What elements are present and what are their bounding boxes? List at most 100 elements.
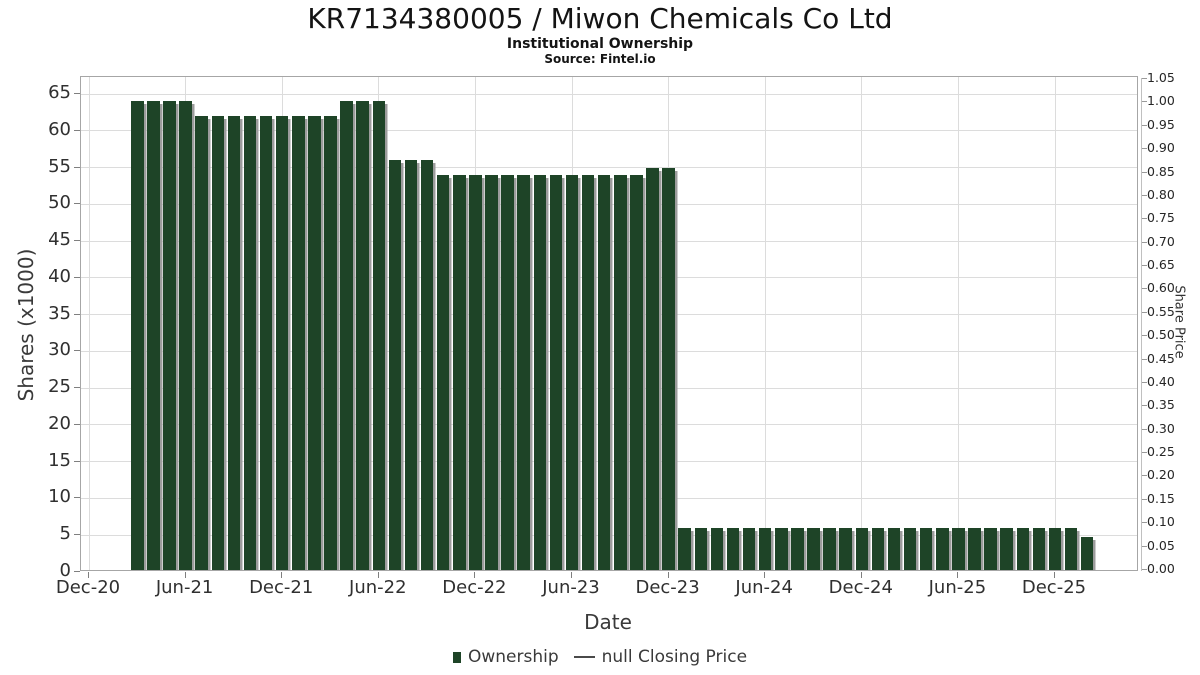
x-axis-tick-label: Jun-21 — [155, 577, 214, 598]
ownership-bar — [533, 174, 547, 570]
ownership-bar — [324, 116, 337, 570]
gridline-horizontal — [81, 167, 1137, 169]
ownership-bar — [839, 527, 852, 570]
legend-ownership-label: Ownership — [467, 647, 559, 667]
ownership-bar — [646, 167, 659, 570]
left-axis-tick-label: 20 — [48, 412, 71, 434]
left-axis-tick-label: 35 — [48, 302, 71, 324]
x-axis-tick-label: Dec-20 — [55, 577, 121, 598]
ownership-bar — [678, 527, 691, 570]
left-axis-tick-label: 10 — [48, 486, 71, 508]
ownership-bar — [710, 527, 724, 570]
ownership-bar — [614, 174, 627, 570]
ownership-bar — [517, 174, 530, 570]
right-axis-tick-label: 0.50 — [1147, 327, 1175, 343]
ownership-bar — [903, 527, 917, 570]
ownership-legend-marker-icon — [452, 651, 461, 663]
right-axis-tick — [1142, 452, 1147, 454]
right-axis-tick — [1142, 405, 1147, 407]
right-axis-tick-label: 0.30 — [1147, 420, 1175, 436]
ownership-bar — [919, 527, 933, 570]
left-axis-tick — [74, 240, 80, 242]
ownership-bar — [469, 174, 482, 570]
ownership-bar — [758, 527, 772, 570]
ownership-bar — [453, 174, 466, 570]
ownership-bar — [388, 160, 402, 570]
ownership-bar — [340, 101, 353, 570]
x-axis-tick-label: Dec-21 — [249, 577, 314, 598]
right-axis-tick-label: 1.05 — [1147, 70, 1175, 85]
right-axis-tick-label: 0.00 — [1147, 561, 1175, 576]
x-axis-tick — [860, 572, 862, 578]
x-axis-tick-label: Dec-22 — [442, 577, 507, 598]
ownership-bar — [952, 527, 965, 570]
x-axis-tick-label: Jun-24 — [735, 577, 793, 598]
ownership-bar — [662, 167, 675, 570]
ownership-bar — [501, 174, 514, 570]
left-axis-tick — [74, 350, 80, 352]
ownership-bar — [1064, 527, 1078, 570]
ownership-bar — [420, 160, 434, 570]
x-axis-tick — [571, 572, 572, 578]
right-axis-tick-label: 0.25 — [1147, 444, 1175, 460]
ownership-bar — [887, 527, 901, 570]
right-axis-tick — [1142, 78, 1147, 79]
ownership-bar — [131, 101, 144, 570]
left-axis-tick-label: 5 — [59, 523, 71, 545]
right-axis-tick-label: 0.15 — [1147, 490, 1175, 506]
right-axis-tick-label: 0.95 — [1147, 116, 1175, 132]
ownership-bar — [1048, 527, 1062, 570]
left-axis-tick — [74, 571, 80, 572]
x-axis-tick — [184, 572, 186, 578]
chart-subtitle: Institutional Ownership — [506, 36, 694, 52]
right-axis-tick — [1142, 171, 1147, 173]
right-axis-tick — [1142, 358, 1147, 360]
ownership-bar — [1016, 527, 1030, 570]
right-axis-tick — [1142, 522, 1147, 524]
x-axis-tick-label: Jun-23 — [542, 577, 600, 598]
ownership-bar — [1080, 536, 1094, 570]
left-axis-tick-label: 25 — [48, 376, 71, 398]
ownership-bar — [694, 527, 708, 570]
gridline-vertical — [764, 77, 766, 570]
ownership-bar — [292, 116, 305, 570]
right-axis-tick — [1142, 148, 1147, 150]
left-axis-tick-label: 0 — [59, 560, 71, 581]
x-axis-tick-label: Dec-23 — [635, 577, 700, 598]
x-axis-tick — [88, 572, 89, 578]
ownership-bar — [179, 101, 192, 570]
right-axis-tick — [1142, 265, 1147, 267]
ownership-bar — [630, 174, 643, 570]
ownership-bar — [855, 527, 869, 570]
left-axis-tick — [74, 276, 80, 278]
right-axis-tick-label: 1.00 — [1147, 93, 1175, 109]
right-axis-tick — [1142, 101, 1147, 103]
left-axis-tick — [74, 129, 80, 131]
right-axis-tick-label: 0.55 — [1147, 303, 1175, 319]
ownership-bar — [807, 527, 820, 570]
ownership-bar — [485, 174, 498, 570]
left-axis-tick-label: 45 — [48, 229, 71, 251]
ownership-bar — [211, 116, 225, 570]
x-axis-tick — [474, 572, 476, 578]
right-axis-tick-label: 0.60 — [1147, 280, 1175, 296]
x-axis-tick — [764, 572, 766, 578]
ownership-bar — [597, 174, 611, 570]
ownership-bar — [565, 174, 579, 570]
ownership-bar — [259, 116, 273, 570]
legend: Ownership null Closing Price — [0, 644, 1200, 670]
ownership-bar — [163, 101, 176, 570]
right-axis-tick — [1142, 569, 1147, 570]
ownership-bar — [936, 527, 949, 570]
left-axis-tick — [74, 93, 80, 94]
ownership-bar — [581, 174, 595, 570]
y-axis-label-share-price: Share Price — [1171, 285, 1187, 359]
ownership-bar — [195, 116, 208, 570]
ownership-bar — [968, 527, 981, 570]
right-axis-tick — [1142, 218, 1147, 220]
right-axis-tick-label: 0.80 — [1147, 186, 1175, 202]
x-axis-tick-label: Jun-25 — [928, 577, 987, 598]
right-axis-tick — [1142, 545, 1147, 547]
right-axis-tick — [1142, 475, 1147, 477]
